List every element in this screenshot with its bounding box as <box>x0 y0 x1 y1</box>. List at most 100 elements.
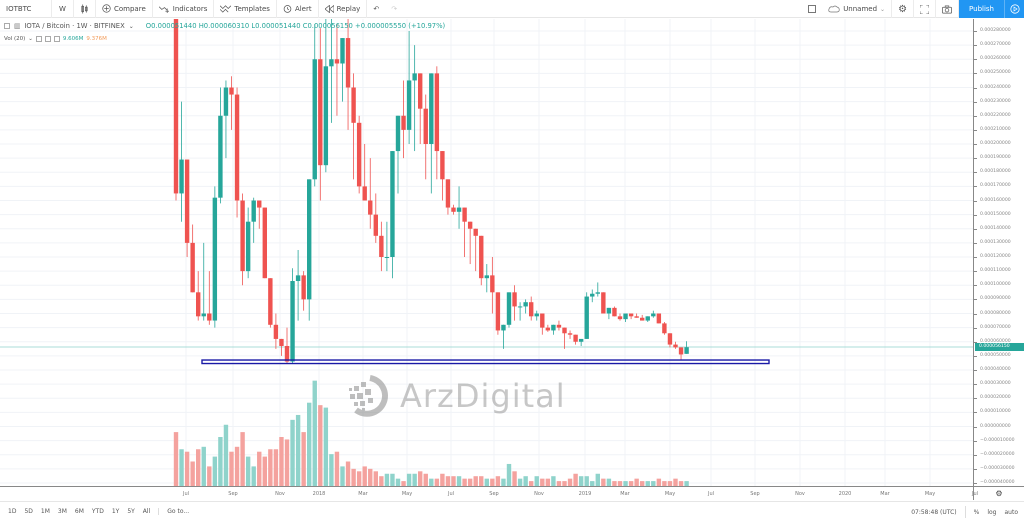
price-tick <box>974 200 977 202</box>
interval-button[interactable]: W <box>52 0 74 18</box>
auto-toggle[interactable]: auto <box>1004 508 1018 516</box>
price-tick <box>974 454 977 456</box>
price-label: 0.000100000 <box>980 282 1011 288</box>
price-tick <box>974 370 977 371</box>
goto-button[interactable]: Go to... <box>158 508 189 515</box>
layout-menu[interactable]: Unnamed ⌄ <box>822 0 893 18</box>
undo-button[interactable]: ↶ <box>367 0 385 18</box>
range-button-5d[interactable]: 5D <box>24 508 33 515</box>
gear-icon: ⚙ <box>995 489 1003 498</box>
price-axis[interactable]: 0.000280000 0.000270000 0.000260000 0.00025… <box>973 19 1024 486</box>
camera-icon <box>942 5 952 13</box>
price-tick <box>974 144 977 145</box>
redo-button[interactable]: ↷ <box>385 0 403 18</box>
log-toggle[interactable]: log <box>987 508 997 516</box>
price-label: −0.000040000 <box>980 480 1015 485</box>
redo-icon: ↷ <box>391 4 398 13</box>
price-label: −0.000010000 <box>980 437 1015 443</box>
range-button-1y[interactable]: 1Y <box>111 508 120 515</box>
time-label: Nov <box>275 491 285 497</box>
price-tick <box>974 115 977 117</box>
price-tick <box>974 412 977 414</box>
series-legend: ▥ IOTA / Bitcoin · 1W · BITFINEX ⌄ O0.00… <box>4 22 445 30</box>
range-button-ytd[interactable]: YTD <box>91 508 104 515</box>
price-tick <box>974 101 977 103</box>
symbol-search[interactable]: IOTBTC <box>0 0 52 18</box>
time-label: Jul <box>182 491 190 497</box>
undo-icon: ↶ <box>373 4 380 13</box>
clock[interactable]: 07:58:48 (UTC) <box>911 508 957 516</box>
time-label: Mar <box>620 491 630 497</box>
price-label: 0.000190000 <box>980 155 1011 161</box>
price-label: 0.000210000 <box>980 126 1011 132</box>
templates-icon <box>220 5 232 13</box>
close-icon[interactable] <box>53 36 60 42</box>
range-button-3m[interactable]: 3M <box>57 508 67 515</box>
range-button-1d[interactable]: 1D <box>8 508 17 515</box>
percent-toggle[interactable]: % <box>973 508 980 516</box>
range-button-5y[interactable]: 5Y <box>127 508 135 515</box>
price-label: 0.000060000 <box>980 338 1011 344</box>
snapshot-button[interactable] <box>936 0 960 18</box>
rewind-icon <box>324 4 334 13</box>
settings-button[interactable]: ⚙ <box>892 0 915 18</box>
price-tick <box>974 214 977 216</box>
price-label: 0.000230000 <box>980 98 1011 104</box>
time-label: Nov <box>795 491 805 497</box>
price-label: 0.000260000 <box>980 56 1011 62</box>
range-button-all[interactable]: All <box>142 508 151 515</box>
price-tick <box>974 257 977 258</box>
time-label: Sep <box>750 491 760 497</box>
square-icon <box>808 5 817 13</box>
price-tick <box>974 129 977 131</box>
publish-button[interactable]: Publish <box>959 0 1004 18</box>
series-title[interactable]: IOTA / Bitcoin · 1W · BITFINEX <box>24 22 125 30</box>
indicators-icon <box>158 6 169 13</box>
axis-settings-button[interactable]: ⚙ <box>973 486 1024 500</box>
price-label: 0.000050000 <box>980 352 1011 358</box>
chevron-down-icon[interactable]: ⌄ <box>128 22 134 30</box>
price-label: 0.000150000 <box>980 211 1011 217</box>
arzdigital-logo-icon <box>349 375 388 417</box>
compare-button[interactable]: Compare <box>96 0 153 18</box>
chevron-down-icon[interactable]: ⌄ <box>28 36 33 42</box>
price-label: 0.000070000 <box>980 324 1011 330</box>
toolbar-right: Unnamed ⌄ ⚙ Publish <box>802 0 1024 18</box>
price-label: 0.000120000 <box>980 254 1011 259</box>
price-tick <box>974 468 977 470</box>
watermark-text: ArzDigital <box>400 377 566 415</box>
range-button-1m[interactable]: 1M <box>40 508 50 515</box>
price-tick <box>974 341 977 343</box>
templates-button[interactable]: Templates <box>214 0 277 18</box>
layout-name: Unnamed <box>843 5 878 13</box>
watermark: ArzDigital <box>346 374 566 418</box>
alert-button[interactable]: Alert <box>277 0 319 18</box>
price-tick <box>974 426 977 428</box>
chart-type-button[interactable] <box>74 0 96 18</box>
publish-video-button[interactable] <box>1004 0 1024 18</box>
time-label: Mar <box>880 491 890 497</box>
bottom-toolbar: 1D 5D 1M 3M 6M YTD 1Y 5Y All Go to... 07:58:48 (… <box>0 501 1024 521</box>
replay-button[interactable]: Replay <box>319 0 368 18</box>
time-label: Jul <box>707 491 715 497</box>
fullscreen-button[interactable] <box>914 0 937 18</box>
price-label: 0.000200000 <box>980 141 1011 146</box>
price-chart[interactable] <box>0 19 973 486</box>
volume-title[interactable]: Vol (20) <box>4 36 26 42</box>
range-button-6m[interactable]: 6M <box>74 508 84 515</box>
price-tick <box>974 285 977 287</box>
volume-ma-value: 9.376M <box>86 36 107 42</box>
last-price-badge: 0.000056150 <box>975 343 1024 351</box>
eye-icon[interactable] <box>35 36 42 42</box>
multi-chart-button[interactable] <box>802 0 822 18</box>
plus-circle-icon <box>102 4 111 13</box>
collapse-icon[interactable] <box>4 23 10 29</box>
price-tick <box>974 31 977 32</box>
time-axis[interactable]: Jul Sep Nov 2018 Mar May Jul Sep Nov 2019 Mar May Ju… <box>0 486 978 500</box>
indicators-button[interactable]: Indicators <box>153 0 215 18</box>
time-label: 2018 <box>312 491 326 497</box>
time-label: Sep <box>228 491 238 497</box>
price-tick <box>974 186 977 188</box>
price-label: 0.000090000 <box>980 296 1011 302</box>
settings-icon[interactable] <box>44 36 51 42</box>
